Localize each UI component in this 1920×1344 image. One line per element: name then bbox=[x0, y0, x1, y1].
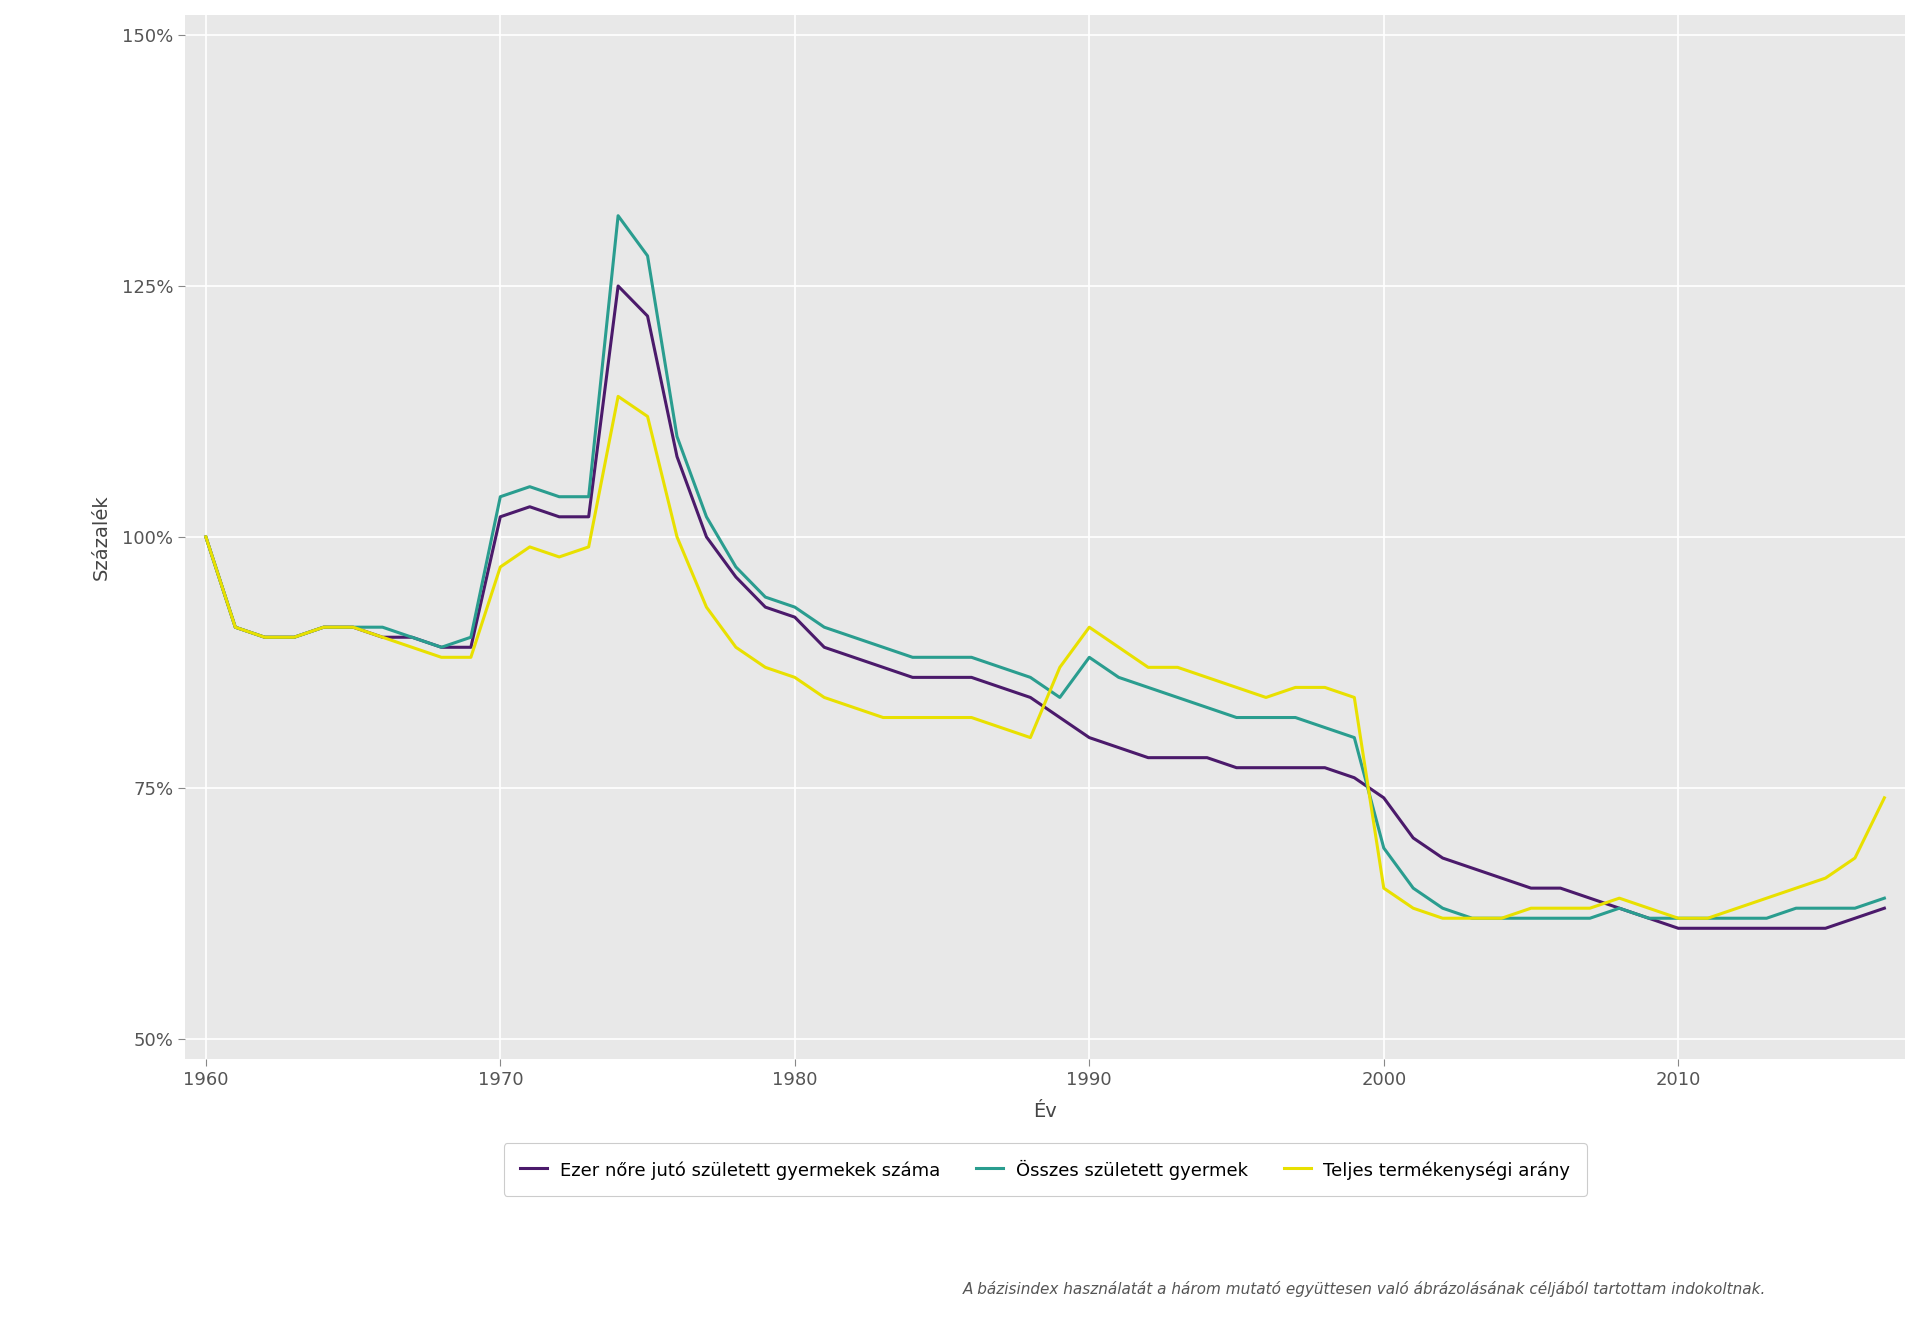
Összes született gyermek bbox=[1872, 890, 1895, 906]
Teljes termékenységi arány bbox=[607, 388, 630, 405]
Teljes termékenységi arány bbox=[1430, 910, 1453, 926]
Ezer nőre jutó született gyermekek száma bbox=[1814, 921, 1837, 937]
Ezer nőre jutó született gyermekek száma bbox=[607, 278, 630, 294]
Ezer nőre jutó született gyermekek száma bbox=[1667, 921, 1690, 937]
Line: Ezer nőre jutó született gyermekek száma: Ezer nőre jutó született gyermekek száma bbox=[205, 286, 1884, 929]
Teljes termékenységi arány bbox=[1814, 870, 1837, 886]
Teljes termékenységi arány bbox=[636, 409, 659, 425]
Összes született gyermek bbox=[1814, 900, 1837, 917]
Teljes termékenységi arány bbox=[1490, 910, 1513, 926]
Összes született gyermek bbox=[1490, 910, 1513, 926]
Összes született gyermek bbox=[1342, 730, 1365, 746]
Ezer nőre jutó született gyermekek száma bbox=[1638, 910, 1661, 926]
Ezer nőre jutó született gyermekek száma bbox=[1342, 770, 1365, 786]
Összes született gyermek bbox=[1461, 910, 1484, 926]
Ezer nőre jutó született gyermekek száma bbox=[1872, 900, 1895, 917]
Összes született gyermek bbox=[194, 528, 217, 544]
Ezer nőre jutó született gyermekek száma bbox=[578, 509, 601, 526]
Teljes termékenységi arány bbox=[578, 539, 601, 555]
Y-axis label: Százalék: Százalék bbox=[92, 495, 111, 579]
Ezer nőre jutó született gyermekek száma bbox=[1461, 860, 1484, 876]
Teljes termékenységi arány bbox=[1872, 790, 1895, 806]
Teljes termékenységi arány bbox=[1342, 689, 1365, 706]
Ezer nőre jutó született gyermekek száma bbox=[636, 308, 659, 324]
Teljes termékenységi arány bbox=[194, 528, 217, 544]
Ezer nőre jutó született gyermekek száma bbox=[194, 528, 217, 544]
Összes született gyermek bbox=[607, 208, 630, 224]
Összes született gyermek bbox=[1667, 910, 1690, 926]
Teljes termékenységi arány bbox=[1667, 910, 1690, 926]
Text: A bázisindex használatát a három mutató együttesen való ábrázolásának céljából t: A bázisindex használatát a három mutató … bbox=[964, 1281, 1766, 1297]
Összes született gyermek bbox=[578, 489, 601, 505]
Összes született gyermek bbox=[636, 247, 659, 263]
X-axis label: Év: Év bbox=[1033, 1102, 1058, 1121]
Line: Összes született gyermek: Összes született gyermek bbox=[205, 216, 1884, 918]
Line: Teljes termékenységi arány: Teljes termékenységi arány bbox=[205, 396, 1884, 918]
Legend: Ezer nőre jutó született gyermekek száma, Összes született gyermek, Teljes termé: Ezer nőre jutó született gyermekek száma… bbox=[503, 1144, 1586, 1196]
